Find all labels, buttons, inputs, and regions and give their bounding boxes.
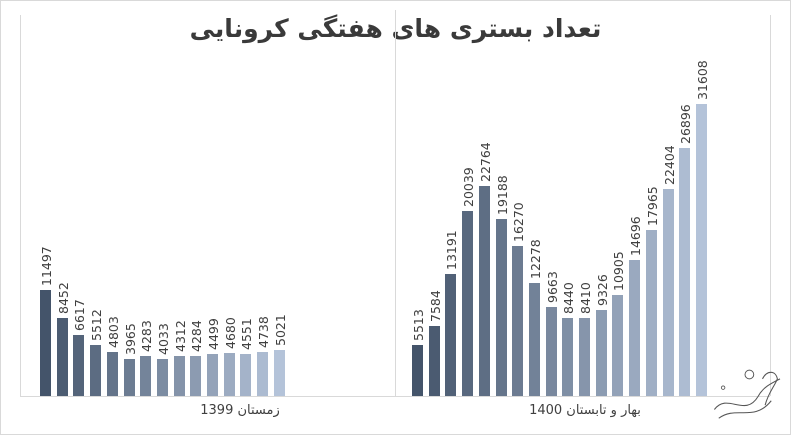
bar (40, 289, 51, 396)
bar (545, 306, 557, 396)
bar (662, 189, 674, 396)
bar (512, 245, 524, 396)
data-label: 16270 (511, 201, 527, 242)
data-label: 5512 (89, 309, 105, 342)
data-label: 4499 (206, 318, 221, 351)
bar (257, 352, 269, 396)
bar (445, 274, 457, 396)
data-label: 4284 (189, 320, 205, 353)
bar (428, 325, 440, 396)
data-label: 10905 (611, 251, 627, 292)
data-label: 31608 (694, 60, 710, 100)
bar (462, 210, 474, 396)
bar (56, 317, 68, 396)
bar (156, 358, 168, 396)
bar (562, 318, 574, 396)
data-label: 19188 (494, 174, 510, 215)
bar (190, 356, 202, 396)
bar (90, 345, 102, 396)
data-label: 22764 (477, 141, 493, 182)
data-label: 4283 (139, 320, 155, 353)
data-label: 4551 (239, 318, 255, 350)
bar (273, 349, 285, 396)
bar (612, 295, 624, 396)
data-label: 9326 (594, 274, 610, 306)
data-label: 26896 (678, 103, 694, 144)
right-group-divider (770, 15, 771, 396)
data-label: 8452 (55, 282, 71, 314)
bar (73, 334, 85, 396)
bar (679, 147, 691, 396)
data-label: 5021 (272, 313, 288, 346)
bar (240, 353, 252, 396)
x-axis-line (20, 396, 770, 397)
bar (207, 354, 218, 396)
data-label: 4680 (222, 316, 238, 349)
data-label: 8410 (578, 282, 593, 315)
data-label: 17965 (644, 186, 660, 227)
data-label: 6617 (72, 299, 88, 331)
bar (528, 282, 540, 396)
bar (123, 359, 135, 396)
data-label: 3965 (122, 323, 138, 356)
chart-title: تعداد بستری های هفتگی کرونایی (189, 14, 602, 43)
bar (106, 351, 118, 396)
bar (478, 185, 490, 396)
bar (140, 356, 152, 396)
category-label-spring-summer-1400: بهار و تابستان 1400 (529, 403, 641, 418)
data-label: 14696 (628, 216, 644, 257)
bar (173, 356, 185, 396)
data-label: 8440 (561, 282, 577, 315)
center-group-divider (395, 10, 396, 396)
category-label-winter-1399: زمستان 1399 (200, 403, 280, 418)
data-label: 22404 (661, 145, 677, 186)
data-label: 13191 (444, 230, 460, 271)
plot-area: 11497 8452 6617 5512 4803 3965 4283 4033 4312 428… (20, 10, 771, 397)
bar (223, 352, 235, 396)
bar (645, 230, 657, 396)
bar (695, 104, 707, 396)
logo-watermark (713, 369, 781, 419)
data-label: 4312 (172, 320, 188, 353)
data-label: 4738 (256, 316, 272, 349)
bar (495, 218, 507, 396)
data-label: 4803 (105, 315, 121, 348)
data-label: 9663 (544, 270, 560, 303)
data-label: 4033 (155, 322, 171, 355)
data-label: 5513 (411, 309, 426, 342)
bar (579, 318, 590, 396)
left-group-divider (20, 15, 21, 396)
data-label: 12278 (527, 238, 543, 279)
data-label: 11497 (39, 246, 54, 286)
data-label: 20039 (461, 167, 477, 207)
bar (412, 345, 423, 396)
bar (629, 260, 641, 396)
data-label: 7584 (427, 290, 443, 322)
bar (595, 309, 607, 396)
